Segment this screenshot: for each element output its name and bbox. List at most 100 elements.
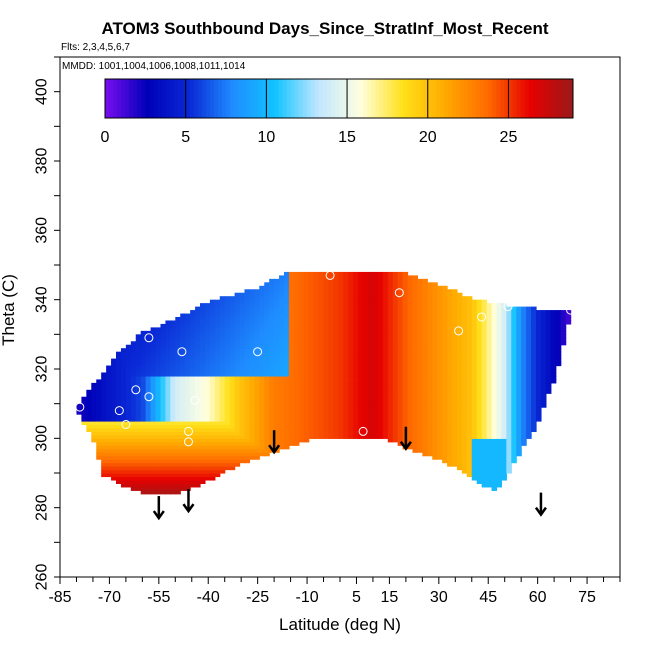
heat-cell [338, 417, 344, 422]
heat-cell [491, 403, 498, 408]
heat-cell [531, 382, 537, 387]
heat-cell [200, 303, 206, 308]
colorbar-swatch [524, 79, 530, 118]
heat-cell [239, 441, 246, 446]
heat-cell [526, 362, 532, 367]
heat-cell [204, 396, 211, 401]
heat-cell [377, 341, 384, 346]
heat-cell [135, 341, 142, 346]
heat-cell [402, 313, 409, 318]
heat-cell [412, 275, 419, 280]
heat-cell [338, 386, 344, 391]
heat-cell [175, 334, 181, 339]
heat-cell [155, 479, 162, 484]
heat-cell [170, 455, 176, 460]
colorbar-swatch [141, 79, 146, 118]
heat-cell [531, 421, 537, 426]
heat-cell [249, 448, 255, 453]
heat-cell [397, 351, 404, 356]
heat-cell [259, 355, 265, 360]
heat-cell [491, 317, 498, 322]
heat-cell [397, 285, 404, 290]
heat-cell [120, 365, 127, 370]
heat-cell [130, 469, 137, 474]
heat-cell [155, 327, 162, 332]
heat-cell [125, 369, 132, 374]
heat-cell [229, 396, 236, 401]
heat-cell [175, 441, 181, 446]
heat-cell [521, 323, 527, 328]
heat-cell [363, 427, 369, 432]
heat-cell [116, 355, 122, 360]
heat-cell [274, 448, 280, 453]
heat-cell [323, 285, 330, 290]
heat-cell [511, 431, 517, 436]
heat-cell [170, 362, 176, 367]
sample-point [566, 305, 576, 315]
heat-cell [452, 317, 458, 322]
heat-cell [125, 448, 132, 453]
heat-cell [466, 448, 473, 453]
heat-cell [209, 303, 216, 308]
heat-cell [506, 448, 512, 453]
heat-cell [308, 424, 315, 429]
heat-cell [372, 407, 379, 412]
heat-cell [368, 410, 374, 415]
heat-cell [125, 362, 132, 367]
heat-cell [422, 372, 428, 377]
heat-cell [234, 427, 241, 432]
heat-cell [353, 278, 359, 283]
heat-cell [417, 396, 423, 401]
heat-cell [447, 427, 453, 432]
heat-cell [516, 358, 522, 363]
heat-cell [412, 382, 419, 387]
heat-cell [437, 348, 443, 353]
heat-cell [150, 386, 157, 391]
heat-cell [348, 362, 354, 367]
heat-cell [382, 410, 389, 415]
heat-cell [101, 403, 107, 408]
heat-cell [135, 455, 142, 460]
heat-cell [417, 448, 423, 453]
heat-cell [387, 285, 394, 290]
heat-cell [190, 334, 196, 339]
heat-cell [432, 313, 438, 318]
heat-cell [506, 441, 512, 446]
heat-cell [377, 292, 384, 297]
heat-cell [200, 337, 206, 342]
heat-cell [353, 330, 359, 335]
heat-cell [382, 434, 389, 439]
heat-cell [358, 310, 364, 315]
heat-cell [288, 323, 295, 328]
heat-cell [466, 410, 473, 415]
heat-cell [254, 351, 260, 356]
heat-cell [219, 348, 226, 353]
heat-cell [442, 327, 448, 332]
heat-cell [244, 386, 251, 391]
heat-cell [407, 386, 414, 391]
heat-cell [130, 486, 137, 491]
heat-cell [348, 407, 354, 412]
heat-cell [313, 375, 320, 380]
heat-cell [372, 289, 379, 294]
heat-cell [269, 285, 275, 290]
heat-cell [81, 400, 87, 405]
heat-cell [185, 337, 191, 342]
heat-cell [318, 275, 325, 280]
heat-cell [239, 344, 246, 349]
heat-cell [204, 358, 211, 363]
heat-cell [120, 473, 127, 478]
heat-cell [264, 441, 270, 446]
heat-cell [120, 466, 127, 471]
heat-cell [224, 396, 231, 401]
heat-cell [239, 375, 246, 380]
heat-cell [180, 375, 186, 380]
heat-cell [244, 337, 251, 342]
heat-cell [101, 414, 107, 419]
heat-cell [180, 410, 186, 415]
heat-cell [130, 431, 137, 436]
heat-cell [204, 462, 211, 467]
heat-cell [476, 348, 483, 353]
heat-cell [195, 410, 201, 415]
x-tick-label: 15 [381, 589, 399, 606]
